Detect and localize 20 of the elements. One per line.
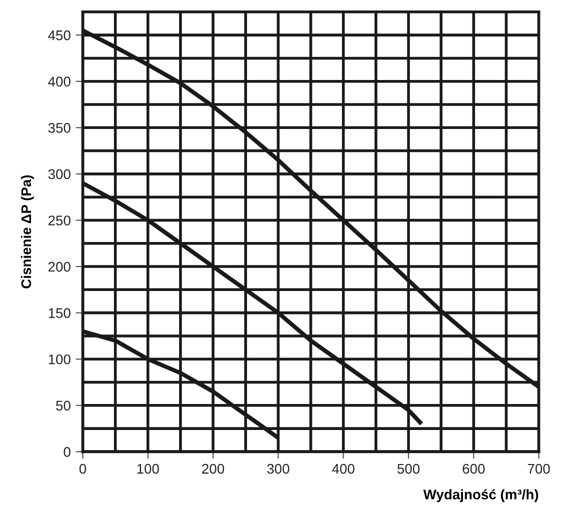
x-tick-label: 300	[267, 464, 290, 474]
x-tick-label: 500	[397, 464, 420, 474]
y-tick-label: 400	[48, 76, 70, 87]
x-axis-title: Wydajność (m³/h)	[423, 489, 538, 502]
x-tick-label: 200	[202, 464, 224, 474]
y-tick-label: 150	[48, 308, 70, 318]
y-tick-label: 50	[56, 400, 70, 411]
y-tick-label: 450	[48, 30, 70, 40]
x-tick-label: 400	[332, 464, 354, 474]
y-axis-title: Cisnienie ΔP (Pa)	[20, 175, 34, 288]
x-tick-label: 0	[79, 464, 86, 474]
y-tick-label: 300	[48, 169, 70, 180]
x-tick-label: 700	[528, 464, 550, 474]
y-tick-label: 250	[48, 216, 70, 226]
y-tick-label: 200	[48, 262, 70, 272]
x-tick-label: 600	[462, 464, 485, 474]
x-tick-label: 100	[137, 464, 159, 474]
y-tick-label: 100	[48, 354, 70, 364]
y-tick-label: 0	[64, 447, 70, 457]
y-tick-label: 350	[48, 122, 70, 133]
